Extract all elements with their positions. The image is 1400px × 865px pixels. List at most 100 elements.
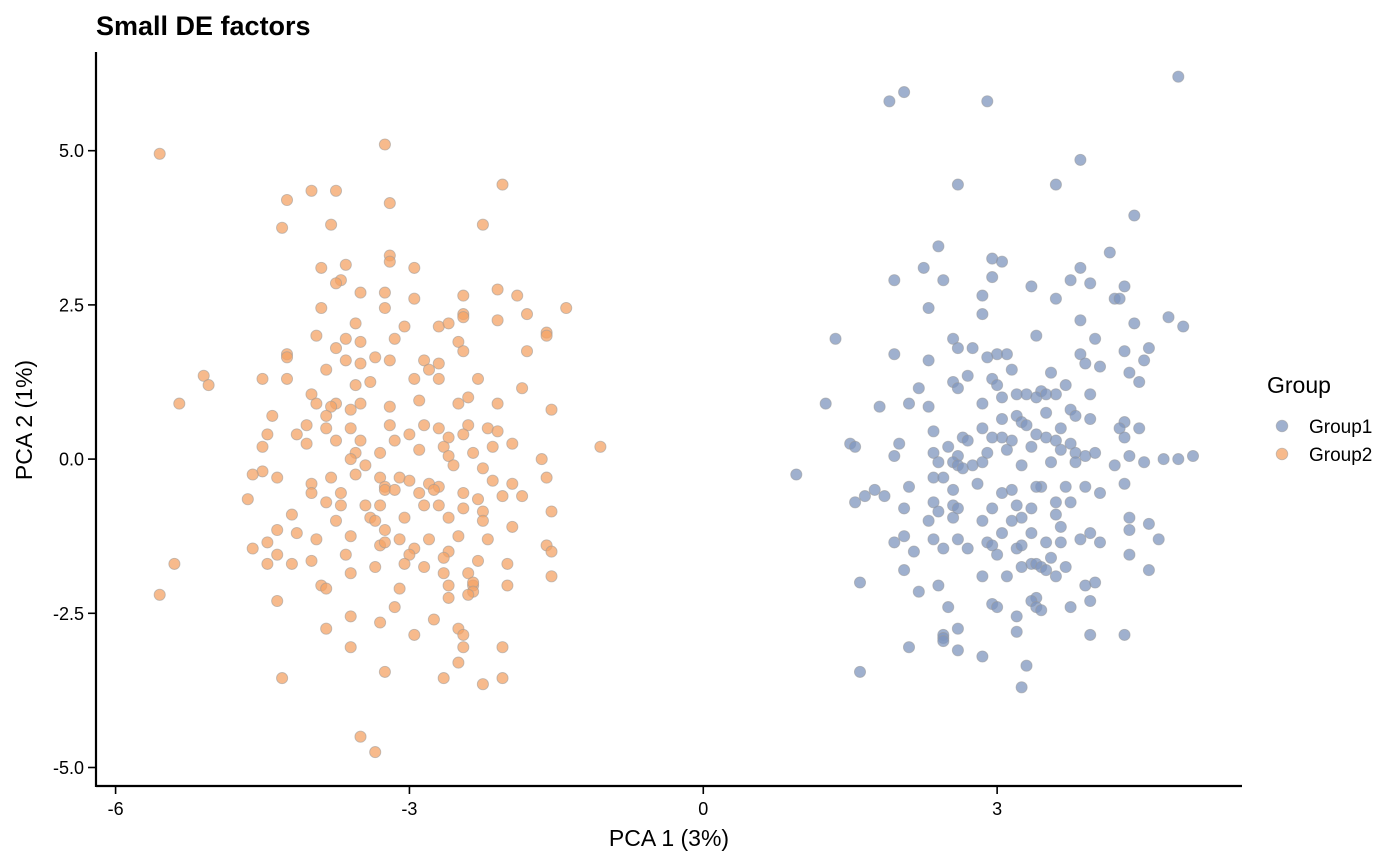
data-point	[1049, 178, 1062, 191]
x-tick-label: 0	[698, 799, 708, 819]
data-point	[898, 530, 911, 543]
data-point	[1186, 449, 1200, 463]
data-point	[364, 375, 377, 389]
data-point	[1142, 564, 1155, 577]
data-point	[1020, 419, 1033, 432]
data-point	[1020, 659, 1033, 672]
data-point	[1040, 536, 1053, 549]
data-point	[1123, 366, 1136, 379]
data-point	[290, 428, 303, 441]
data-point	[369, 560, 382, 574]
data-point	[432, 357, 445, 370]
data-point	[1030, 480, 1043, 493]
data-point	[462, 588, 475, 601]
data-point	[951, 533, 964, 546]
data-point	[1010, 610, 1023, 623]
data-point	[849, 440, 862, 453]
data-point	[1133, 375, 1146, 389]
data-point	[947, 511, 960, 524]
data-point	[506, 520, 519, 533]
data-point	[1025, 502, 1038, 515]
data-point	[520, 345, 534, 358]
data-point	[995, 391, 1009, 404]
data-point	[912, 585, 925, 598]
data-point	[280, 372, 294, 385]
data-point	[1084, 594, 1097, 608]
data-point	[1015, 560, 1028, 574]
data-point	[853, 576, 867, 589]
data-point	[349, 468, 362, 481]
data-point	[1005, 514, 1018, 527]
data-point	[359, 459, 372, 472]
data-point	[902, 480, 916, 493]
data-point	[447, 459, 460, 472]
data-point	[403, 474, 416, 487]
data-point	[305, 388, 318, 401]
data-point	[491, 425, 504, 438]
data-point	[271, 523, 284, 537]
data-point	[408, 261, 421, 274]
data-point	[329, 342, 343, 355]
data-point	[261, 428, 274, 441]
data-point	[329, 277, 343, 290]
data-point	[511, 289, 524, 302]
data-point	[393, 533, 406, 546]
data-point	[339, 332, 352, 345]
data-point	[932, 505, 945, 518]
data-point	[320, 422, 333, 435]
data-point	[506, 477, 519, 490]
data-point	[1064, 496, 1077, 509]
data-point	[325, 400, 338, 413]
x-tick-label: -3	[401, 799, 417, 819]
legend-label-group1: Group1	[1309, 417, 1372, 438]
data-point	[432, 372, 445, 385]
data-point	[932, 456, 945, 469]
data-point	[927, 533, 940, 546]
data-point	[1049, 496, 1062, 509]
data-point	[369, 746, 382, 759]
data-point	[1059, 560, 1072, 574]
data-point	[1113, 292, 1126, 305]
data-point	[545, 403, 558, 416]
data-point	[1123, 548, 1136, 561]
data-point	[927, 446, 940, 459]
data-point	[1113, 422, 1126, 435]
data-point	[457, 641, 470, 654]
data-point	[354, 335, 367, 348]
data-point	[1054, 520, 1067, 533]
data-point	[976, 514, 989, 527]
data-point	[1133, 422, 1146, 435]
data-point	[276, 672, 289, 685]
data-point	[991, 601, 1004, 614]
data-point	[403, 428, 416, 441]
data-point	[1074, 348, 1087, 361]
data-point	[858, 490, 871, 503]
data-point	[1015, 681, 1028, 694]
data-point	[398, 320, 411, 333]
data-point	[1040, 406, 1053, 419]
data-point	[344, 422, 357, 435]
data-point	[491, 397, 504, 410]
data-point	[383, 255, 396, 268]
data-point	[1079, 357, 1092, 370]
data-point	[545, 570, 558, 583]
data-point	[476, 218, 489, 231]
data-point	[388, 332, 401, 345]
data-point	[942, 440, 955, 453]
data-point	[457, 628, 470, 641]
data-point	[1162, 311, 1175, 324]
data-point	[951, 342, 964, 355]
x-ticks: -6 -3 0 3	[108, 786, 1002, 819]
data-point	[300, 419, 313, 432]
data-point	[369, 514, 382, 527]
data-point	[951, 382, 964, 395]
data-point	[481, 533, 494, 546]
data-point	[418, 560, 431, 574]
points-layer	[153, 70, 1200, 759]
data-point	[888, 449, 901, 463]
x-axis-title: PCA 1 (3%)	[609, 825, 729, 851]
data-point	[418, 419, 431, 432]
data-point	[496, 178, 509, 191]
legend-label-group2: Group2	[1309, 445, 1372, 466]
